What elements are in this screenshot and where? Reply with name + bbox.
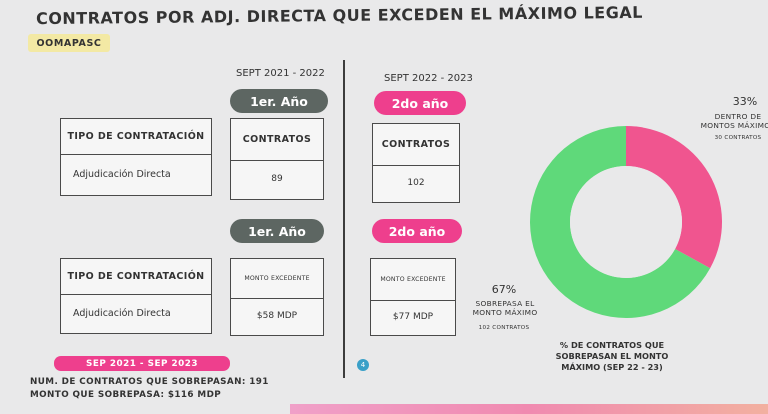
year2-badge-bottom: 2do año bbox=[372, 219, 462, 243]
page-title: CONTRATOS POR ADJ. DIRECTA QUE EXCEDEN E… bbox=[35, 2, 643, 29]
amount-type-table: TIPO DE CONTRATACIÓN Adjudicación Direct… bbox=[60, 258, 212, 334]
slice-exceeds-percent: 67% bbox=[491, 283, 517, 296]
slice-within-percent: 33% bbox=[732, 95, 758, 108]
contracts-year1-header: CONTRATOS bbox=[231, 119, 323, 161]
slice-exceeds-label: SOBREPASA EL MONTO MÁXIMO bbox=[472, 299, 538, 317]
slice-exceeds-count: 102 CONTRATOS bbox=[478, 325, 530, 331]
year2-badge-top: 2do año bbox=[374, 91, 466, 115]
year1-badge-top: 1er. Año bbox=[230, 89, 328, 113]
year1-badge-bottom: 1er. Año bbox=[230, 219, 324, 243]
donut-slice-within bbox=[626, 126, 722, 269]
contracts-type-header: TIPO DE CONTRATACIÓN bbox=[61, 119, 211, 155]
summary-amount-line: MONTO QUE SOBREPASA: $116 MDP bbox=[30, 390, 222, 400]
donut-slice-exceeds bbox=[530, 126, 711, 318]
period-label-second: SEPT 2022 - 2023 bbox=[384, 73, 473, 84]
slice-within-count: 30 CONTRATOS bbox=[714, 135, 762, 141]
slice-within-label: DENTRO DE MONTOS MÁXIMOS bbox=[700, 112, 768, 130]
amount-year1-header: MONTO EXCEDENTE bbox=[231, 259, 323, 299]
amount-year2-table: MONTO EXCEDENTE $77 MDP bbox=[370, 258, 456, 336]
summary-period-badge: SEP 2021 - SEP 2023 bbox=[54, 356, 230, 371]
period-label-first: SEPT 2021 - 2022 bbox=[236, 68, 325, 79]
contracts-year2-header: CONTRATOS bbox=[373, 124, 459, 166]
amount-year2-value: $77 MDP bbox=[392, 312, 434, 322]
summary-contracts-line: NUM. DE CONTRATOS QUE SOBREPASAN: 191 bbox=[30, 377, 269, 387]
chart-caption: % DE CONTRATOS QUE SOBREPASAN EL MONTO M… bbox=[555, 340, 669, 372]
amount-type-value: Adjudicación Directa bbox=[73, 307, 171, 319]
contracts-type-table: TIPO DE CONTRATACIÓN Adjudicación Direct… bbox=[60, 118, 212, 196]
amount-year1-table: MONTO EXCEDENTE $58 MDP bbox=[230, 258, 324, 336]
amount-type-header: TIPO DE CONTRATACIÓN bbox=[61, 259, 211, 295]
contracts-year1-value: 89 bbox=[271, 174, 283, 184]
bottom-decor-strip bbox=[290, 404, 768, 414]
contracts-year2-table: CONTRATOS 102 bbox=[372, 123, 460, 203]
amount-year1-value: $58 MDP bbox=[256, 311, 298, 321]
section-divider bbox=[343, 60, 345, 378]
page-marker: 4 bbox=[357, 359, 369, 371]
contracts-year1-table: CONTRATOS 89 bbox=[230, 118, 324, 200]
donut-chart bbox=[530, 126, 722, 318]
donut-hole bbox=[570, 166, 682, 278]
contracts-type-value: Adjudicación Directa bbox=[73, 168, 171, 180]
amount-year2-header: MONTO EXCEDENTE bbox=[371, 259, 455, 301]
contracts-year2-value: 102 bbox=[407, 178, 425, 188]
org-badge: OOMAPASC bbox=[28, 34, 110, 52]
